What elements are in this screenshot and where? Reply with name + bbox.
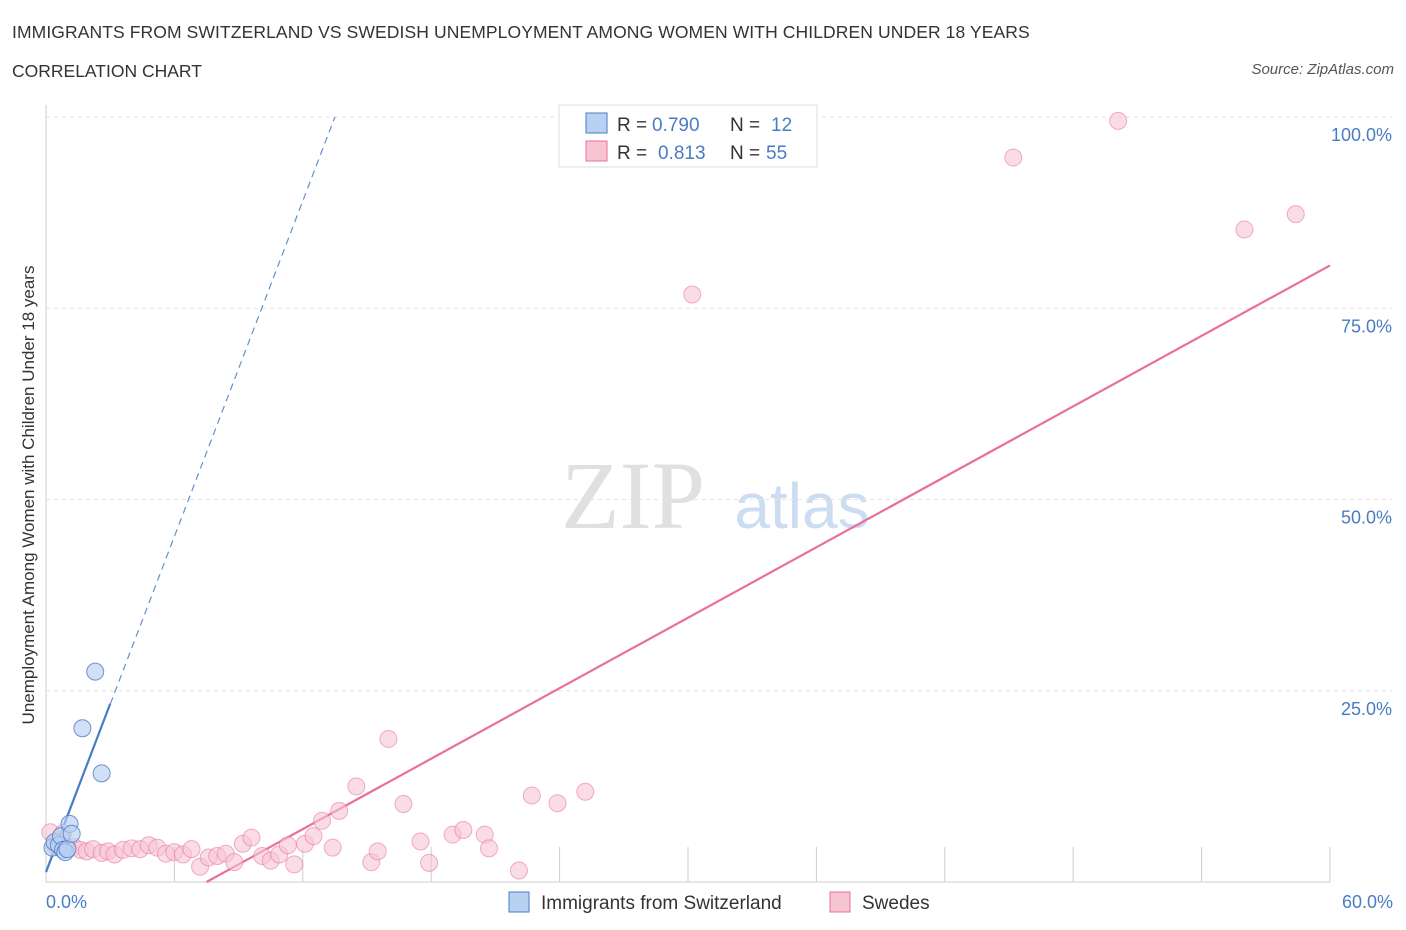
swedes-point — [182, 840, 201, 859]
swedes-point — [323, 838, 342, 857]
watermark-zip: ZIP — [561, 442, 705, 549]
y-tick-label: 75.0% — [1341, 316, 1392, 336]
swedes-point — [304, 827, 323, 846]
swedes-point — [411, 832, 430, 851]
swedes-point — [1004, 148, 1023, 167]
legend-pink-n-label: N = — [730, 143, 760, 164]
bottom-legend-pink-swatch — [829, 891, 851, 913]
swedes-point — [379, 729, 398, 748]
legend-blue-r-label: R = — [617, 115, 647, 136]
gridlines — [46, 116, 1392, 692]
swedes-point — [1286, 205, 1305, 224]
bottom-legend-blue-swatch — [508, 891, 530, 913]
swedes-point — [242, 828, 261, 847]
chart-subtitle: CORRELATION CHART — [12, 61, 202, 81]
legend-pink-swatch — [585, 140, 608, 162]
swedes-point — [683, 285, 702, 304]
data-points — [41, 111, 1305, 880]
bottom-legend-pink-label: Swedes — [862, 893, 930, 914]
pink-trendline — [205, 264, 1331, 883]
x-tick-label-min: 0.0% — [46, 892, 87, 912]
swedes-point — [278, 836, 297, 855]
series-legend: Immigrants from Switzerland Swedes — [508, 891, 930, 914]
swedes-point — [330, 801, 349, 820]
watermark-atlas: atlas — [734, 470, 869, 542]
legend-blue-n-label: N = — [730, 115, 760, 136]
swedes-point — [347, 777, 366, 796]
bottom-legend-blue-label: Immigrants from Switzerland — [541, 893, 782, 914]
swedes-point — [454, 820, 473, 839]
swedes-point — [394, 794, 413, 813]
swedes-point — [576, 782, 595, 801]
legend-blue-swatch — [585, 112, 608, 134]
switzerland-point — [62, 824, 81, 843]
switzerland-point — [92, 764, 111, 783]
legend-blue-r-value: 0.790 — [652, 115, 700, 136]
swedes-point — [548, 794, 567, 813]
chart-title: IMMIGRANTS FROM SWITZERLAND VS SWEDISH U… — [12, 22, 1030, 42]
y-axis-label: Unemployment Among Women with Children U… — [19, 266, 38, 725]
swedes-point — [479, 839, 498, 858]
swedes-point — [313, 811, 332, 830]
swedes-point — [420, 853, 439, 872]
y-tick-label: 100.0% — [1331, 125, 1392, 145]
swedes-point — [1109, 111, 1128, 130]
y-tick-label: 50.0% — [1341, 508, 1392, 528]
swedes-point — [285, 855, 304, 874]
correlation-legend: R = 0.790 N = 12 R = 0.813 N = 55 — [558, 104, 818, 168]
y-tick-label: 25.0% — [1341, 699, 1392, 719]
swedes-point — [225, 853, 244, 872]
switzerland-point — [73, 719, 92, 738]
switzerland-point — [58, 840, 77, 859]
legend-blue-n-value: 12 — [771, 115, 792, 136]
tick-labels: 25.0% 50.0% 75.0% 100.0% 0.0% 60.0% — [46, 125, 1393, 912]
legend-pink-r-label: R = — [617, 143, 647, 164]
x-tick-label-max: 60.0% — [1342, 892, 1393, 912]
legend-pink-r-value: 0.813 — [658, 143, 706, 164]
swedes-point — [522, 786, 541, 805]
swedes-point — [509, 861, 528, 880]
switzerland-point — [86, 662, 105, 681]
swedes-point — [368, 842, 387, 861]
legend-pink-n-value: 55 — [766, 143, 787, 164]
source-credit: Source: ZipAtlas.com — [1251, 61, 1394, 78]
swedes-point — [1235, 220, 1254, 239]
